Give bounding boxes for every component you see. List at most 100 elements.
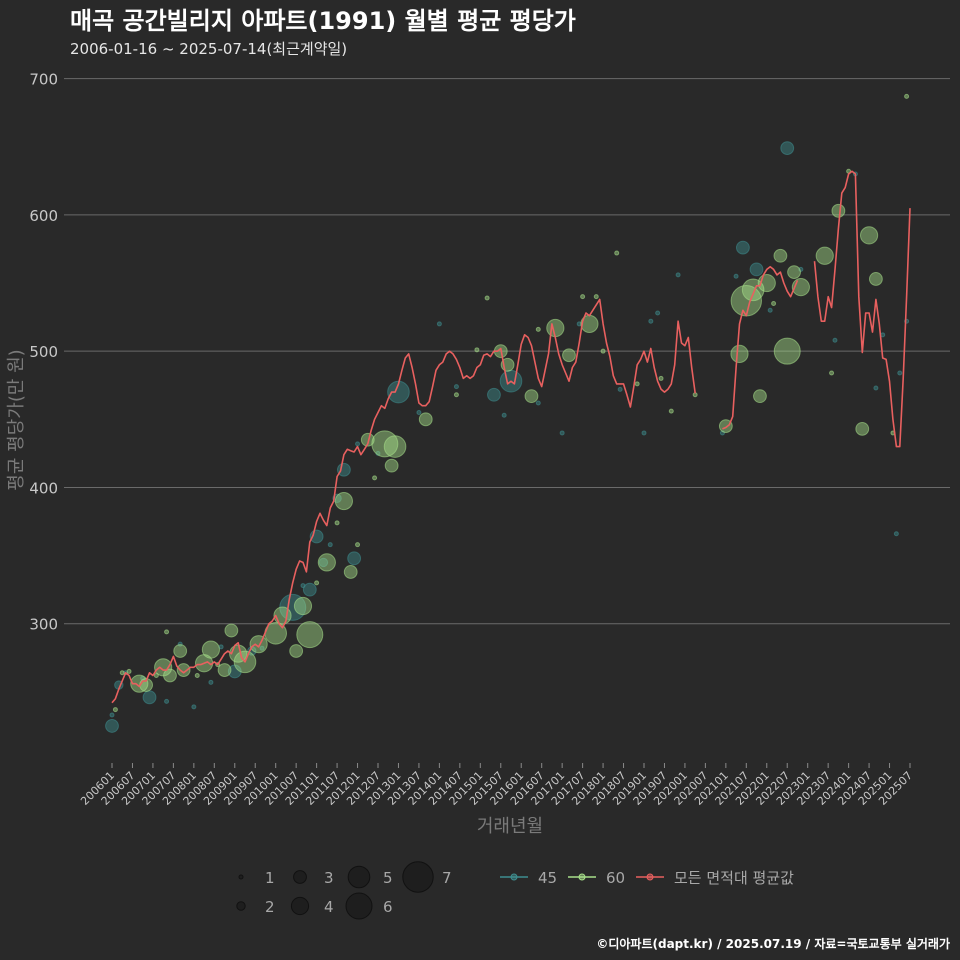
- point-45: [733, 273, 739, 279]
- point-60: [868, 272, 883, 286]
- point-60: [524, 389, 539, 404]
- point-45: [735, 240, 750, 255]
- point-60: [153, 673, 159, 679]
- point-60: [453, 392, 459, 398]
- legend-dot-45: [510, 873, 518, 881]
- point-45: [142, 690, 157, 705]
- point-60: [815, 246, 834, 265]
- point-60: [580, 294, 586, 300]
- size-legend-label: 3: [324, 869, 334, 887]
- point-60: [383, 435, 407, 458]
- point-60: [787, 265, 801, 280]
- point-60: [562, 348, 576, 363]
- point-60: [360, 432, 375, 447]
- point-45: [347, 551, 362, 566]
- point-60: [314, 580, 320, 586]
- point-45: [501, 412, 507, 418]
- point-60: [334, 520, 340, 526]
- y-tick-label: 600: [29, 207, 58, 225]
- point-45: [259, 645, 265, 651]
- point-45: [535, 400, 541, 406]
- point-60: [831, 203, 846, 218]
- point-45: [355, 441, 361, 447]
- point-60: [173, 644, 188, 658]
- x-axis-ticks: 2006012006072007012007072008012008072009…: [78, 763, 915, 808]
- point-60: [418, 412, 433, 427]
- point-60: [384, 458, 399, 473]
- point-60: [224, 623, 239, 638]
- point-45: [109, 712, 115, 718]
- y-tick-label: 500: [29, 343, 58, 361]
- avg-line-segment-2: [722, 265, 799, 430]
- point-60: [771, 300, 777, 306]
- point-60: [217, 663, 232, 677]
- point-45: [655, 310, 661, 316]
- point-45: [164, 698, 170, 704]
- point-60: [176, 663, 191, 677]
- point-60: [593, 294, 599, 300]
- size-legend-marker: [402, 861, 434, 893]
- avg-line-segment-3: [813, 170, 911, 448]
- point-60: [484, 295, 490, 301]
- point-45: [832, 337, 838, 343]
- series-legend: 45 60 모든 면적대 평균값: [500, 869, 794, 887]
- point-45: [893, 531, 899, 537]
- average-line: [111, 170, 911, 704]
- point-60: [293, 596, 313, 616]
- point-60: [753, 389, 767, 404]
- point-60: [126, 668, 132, 674]
- legend-dot-모든 면적대 평균값: [646, 873, 654, 881]
- legend-label: 모든 면적대 평균값: [674, 869, 794, 887]
- point-45: [749, 262, 764, 277]
- size-legend-label: 1: [265, 869, 275, 887]
- point-60: [112, 707, 118, 713]
- avg-line-segment-1: [111, 298, 696, 704]
- point-45: [559, 430, 565, 436]
- size-legend: 1 2 3 4 5 6 7: [236, 861, 452, 920]
- size-legend-marker: [238, 874, 244, 880]
- size-legend-label: 7: [442, 869, 452, 887]
- source-caption: ©디아파트(dapt.kr) / 2025.07.19 / 자료=국토교통부 실…: [596, 936, 950, 951]
- y-tick-label: 400: [29, 479, 58, 497]
- point-60: [658, 375, 664, 381]
- point-45: [873, 385, 879, 391]
- point-60: [249, 635, 268, 654]
- x-axis-label: 거래년월: [477, 816, 543, 837]
- legend-label: 60: [606, 869, 625, 887]
- size-legend-marker: [236, 901, 246, 911]
- point-60: [730, 344, 749, 364]
- chart-title: 매곡 공간빌리지 아파트(1991) 월별 평균 평당가: [70, 7, 576, 35]
- size-legend-label: 5: [383, 869, 393, 887]
- point-45: [436, 321, 442, 327]
- point-60: [859, 226, 879, 245]
- point-45: [648, 318, 654, 324]
- point-60: [334, 491, 353, 511]
- scatter-points: [105, 93, 910, 733]
- point-60: [372, 475, 378, 481]
- point-45: [327, 542, 333, 548]
- point-60: [904, 93, 910, 99]
- point-45: [208, 679, 214, 685]
- point-60: [343, 565, 358, 579]
- size-legend-label: 6: [383, 898, 393, 916]
- point-45: [105, 719, 119, 733]
- y-axis-label: 평균 평당가(만 원): [6, 349, 27, 490]
- point-60: [194, 673, 200, 679]
- point-60: [355, 542, 361, 548]
- point-60: [855, 421, 870, 436]
- point-45: [767, 307, 773, 313]
- chart-subtitle: 2006-01-16 ~ 2025-07-14(최근계약일): [70, 40, 347, 58]
- size-legend-marker: [347, 865, 371, 889]
- point-60: [634, 381, 640, 387]
- point-45: [302, 582, 317, 597]
- point-60: [829, 370, 835, 376]
- size-legend-label: 4: [324, 898, 334, 916]
- size-legend-marker: [293, 870, 307, 884]
- point-60: [773, 248, 788, 263]
- point-60: [614, 250, 620, 256]
- point-60: [546, 318, 565, 338]
- point-60: [317, 553, 336, 572]
- point-45: [416, 410, 422, 415]
- size-legend-label: 2: [265, 898, 275, 916]
